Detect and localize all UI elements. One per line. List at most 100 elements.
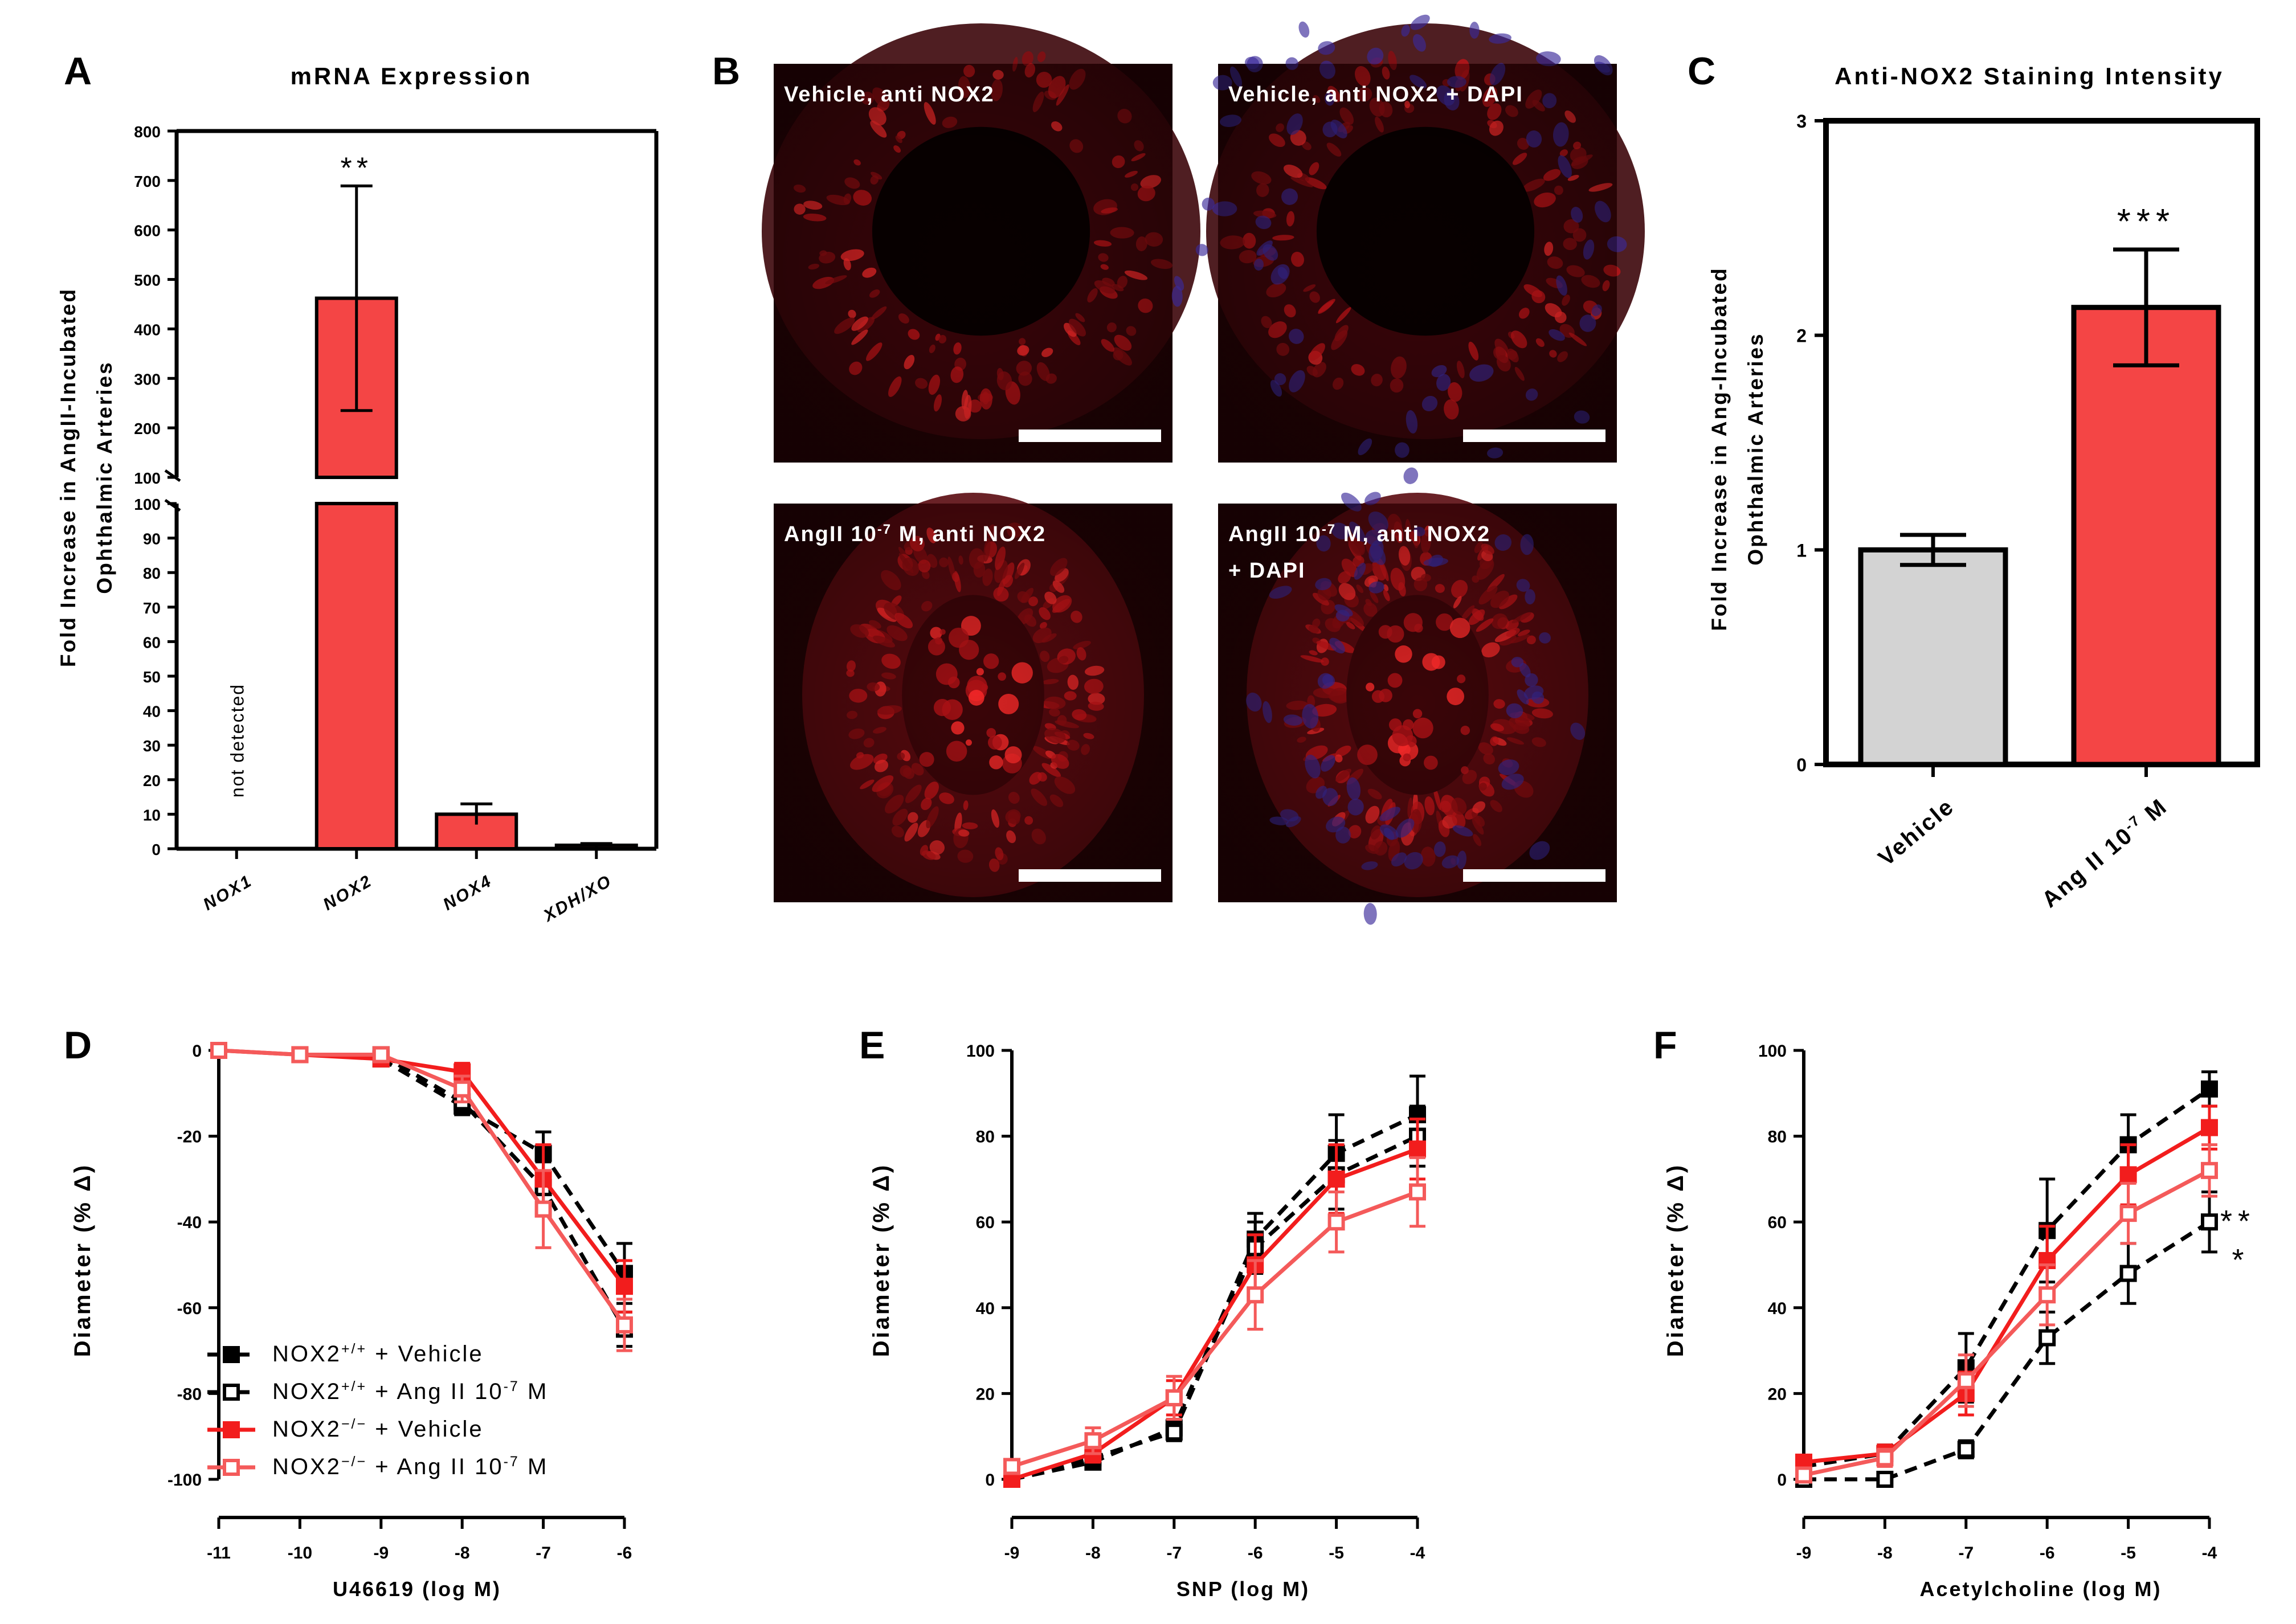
panel-letter-c: C xyxy=(1688,50,1715,93)
panel-f: F Diameter (% Δ) Acetylcholine (log M) 0… xyxy=(1653,1024,2256,1601)
panel-d: D Diameter (% Δ) U46619 (log M) 0 -20 -40 -… xyxy=(64,1024,633,1601)
dapi-nucleus xyxy=(1298,21,1310,38)
x-tick-label: -6 xyxy=(2040,1544,2055,1562)
micrograph-label: AngII 10-7 M, anti NOX2 xyxy=(784,522,1046,547)
bar-break-gap xyxy=(314,479,399,502)
series-line xyxy=(1011,1112,1419,1482)
dapi-nucleus xyxy=(1202,197,1215,211)
x-tick-label: -8 xyxy=(1085,1544,1101,1562)
legend-label-part: NOX2 xyxy=(272,1417,341,1442)
data-point xyxy=(1165,1423,1183,1441)
y-tick-label: 2 xyxy=(1796,326,1807,346)
micrograph-tile: AngII 10-7 M, anti NOX2 xyxy=(774,493,1172,902)
scale-bar xyxy=(1019,429,1161,442)
x-tick-label: -7 xyxy=(1166,1544,1182,1562)
y-axis-label-f: Diameter (% Δ) xyxy=(1663,1163,1688,1357)
significance-marker: ** xyxy=(2220,1204,2256,1238)
data-point xyxy=(372,1046,390,1063)
data-point xyxy=(1003,1458,1020,1475)
chart-a: 100 200 300 400 500 600 700 800 0 10 20 30 40 50 60 70 8… xyxy=(134,123,659,926)
data-point xyxy=(534,1200,552,1218)
series-3 xyxy=(1795,1143,2218,1484)
series-line xyxy=(218,1048,626,1326)
dapi-nucleus xyxy=(1401,24,1410,37)
data-point xyxy=(2201,1161,2218,1179)
series-0 xyxy=(372,1050,633,1305)
y-tick-label: 3 xyxy=(1796,111,1807,132)
x-tick-label: -6 xyxy=(1248,1544,1263,1562)
x-tick-label: -4 xyxy=(2202,1544,2217,1562)
series-1 xyxy=(1795,1190,2218,1488)
y-tick-label: -80 xyxy=(177,1385,202,1404)
data-point xyxy=(2119,1166,2137,1184)
y-tick-label: 100 xyxy=(134,496,161,513)
stain-spot xyxy=(1022,51,1033,66)
data-point xyxy=(2201,1213,2218,1231)
data-point xyxy=(1957,1372,1975,1389)
series-line xyxy=(1803,1087,2211,1468)
data-point xyxy=(2119,1265,2137,1282)
data-point xyxy=(1876,1449,1894,1467)
significance-marker: *** xyxy=(2117,202,2175,242)
micrograph-tile: Vehicle, anti NOX2 + DAPI xyxy=(1171,14,1645,463)
y-tick-label: 80 xyxy=(143,564,161,582)
chart-c: 0 1 2 3 Vehicle Ang II 10-7 M *** xyxy=(1796,111,2260,913)
dapi-nucleus xyxy=(1318,41,1335,55)
legend-label-part: M xyxy=(520,1454,548,1479)
x-tick-label: NOX4 xyxy=(440,871,496,914)
micrograph-label-part: M, anti NOX2 xyxy=(892,522,1046,546)
legend-label: NOX2+/+ + Ang II 10-7 M xyxy=(272,1378,548,1404)
y-tick-label: 20 xyxy=(976,1385,995,1404)
data-point xyxy=(1327,1170,1345,1188)
x-tick-label: -7 xyxy=(1958,1544,1974,1562)
scale-bar xyxy=(1019,869,1161,882)
x-tick-label: Vehicle xyxy=(1874,793,1959,871)
data-point xyxy=(1409,1183,1426,1201)
y-axis-label-c-line1: Fold Increase in Ang-Incubated xyxy=(1707,267,1731,631)
scale-bar xyxy=(1463,869,1605,882)
series-line xyxy=(218,1048,626,1288)
y-tick-label: 600 xyxy=(134,222,161,240)
chart-e: 0 20 40 60 80 100 -9 -8 -7 -6 -5 -4 xyxy=(966,1042,1426,1562)
y-tick-label: 0 xyxy=(152,841,161,858)
bar xyxy=(1858,547,2008,767)
series-1 xyxy=(1003,1105,1426,1488)
plot-frame xyxy=(1823,118,2260,767)
x-tick-label: -8 xyxy=(1877,1544,1893,1562)
data-point xyxy=(1957,1441,1975,1458)
data-point xyxy=(2038,1286,2056,1304)
y-axis-label-a-line1: Fold Increase in AngII-Incubated xyxy=(56,288,80,667)
y-tick-label: 40 xyxy=(976,1299,995,1318)
chart-title-a: mRNA Expression xyxy=(291,63,533,89)
micrograph-tile: Vehicle, anti NOX2 xyxy=(762,23,1200,463)
micrograph-label-part: AngII 10 xyxy=(1228,522,1322,546)
panel-b: B Vehicle, anti NOX2 Vehicle, anti NOX2 +… xyxy=(712,14,1645,925)
data-point xyxy=(2201,1119,2218,1136)
data-point xyxy=(1409,1140,1426,1158)
legend-label-part: + Vehicle xyxy=(367,1417,484,1442)
panel-letter-f: F xyxy=(1653,1024,1677,1067)
y-tick-label: 0 xyxy=(985,1471,995,1490)
y-tick-label: -40 xyxy=(177,1213,202,1232)
vignette xyxy=(1218,64,1617,463)
series-line xyxy=(1803,1126,2211,1465)
legend-label: NOX2−/− + Vehicle xyxy=(272,1416,484,1442)
series-line xyxy=(380,1053,627,1331)
micrograph-label-part: M, anti NOX2 xyxy=(1336,522,1490,546)
y-tick-label: 60 xyxy=(1768,1213,1787,1232)
chart-title-c: Anti-NOX2 Staining Intensity xyxy=(1835,63,2224,89)
y-tick-label: 20 xyxy=(143,772,161,789)
micrograph-grid: Vehicle, anti NOX2 Vehicle, anti NOX2 + D… xyxy=(762,14,1645,925)
y-tick-label: 70 xyxy=(143,599,161,617)
y-tick-label: 50 xyxy=(143,668,161,686)
x-tick-label: -10 xyxy=(288,1544,312,1562)
legend-label-part: -7 xyxy=(504,1378,520,1394)
stain-spot xyxy=(1037,51,1046,63)
y-tick-label: 100 xyxy=(134,469,161,487)
x-tick-label: -11 xyxy=(207,1544,231,1562)
dapi-nucleus xyxy=(1536,51,1561,67)
data-point xyxy=(1876,1471,1894,1488)
panel-e: E Diameter (% Δ) SNP (log M) 0 20 40 60 80 10… xyxy=(859,1024,1426,1601)
legend-label-part: + Ang II 10 xyxy=(367,1379,504,1404)
